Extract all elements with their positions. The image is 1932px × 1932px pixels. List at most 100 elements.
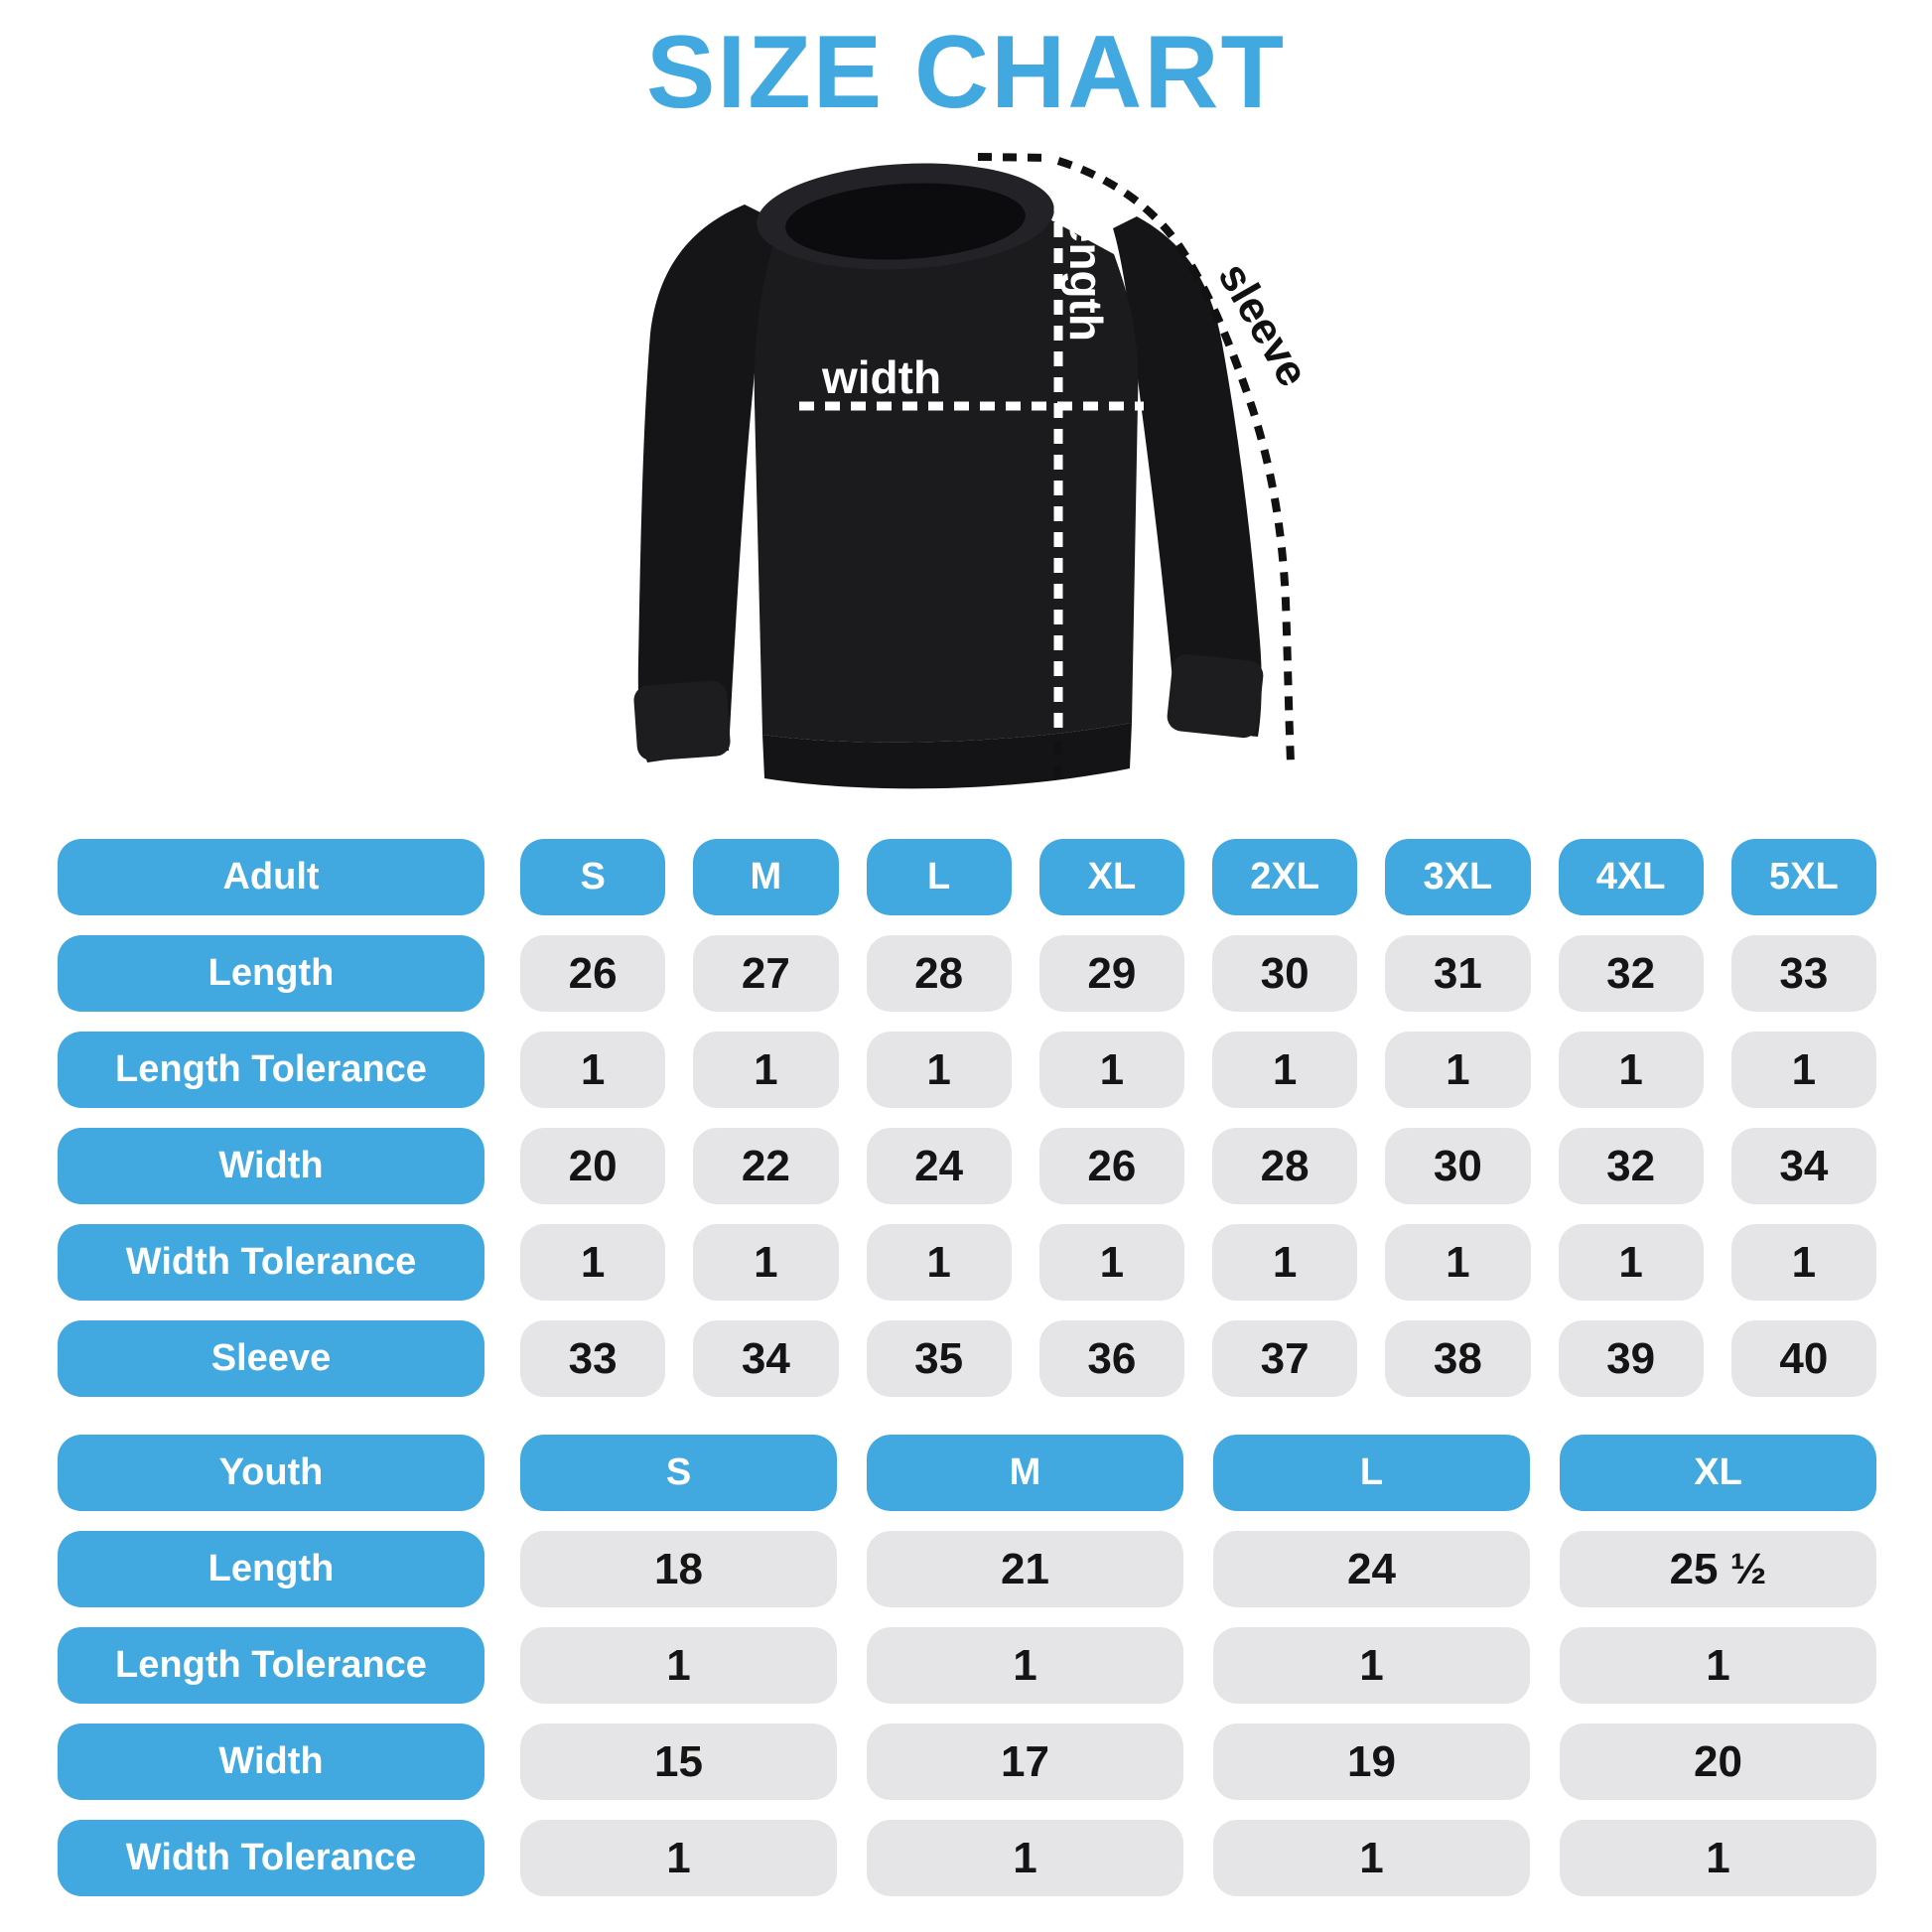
value-cell: 39	[1558, 1320, 1704, 1397]
size-header-l: L	[866, 839, 1012, 915]
value-cell: 1	[866, 1032, 1012, 1108]
sweatshirt-body	[754, 174, 1139, 743]
adult-size-table: Adult S M L XL 2XL 3XL 4XL 5XL Length 26 27 28 29 30 31…	[58, 839, 1876, 1417]
value-cell: 1	[1212, 1032, 1358, 1108]
value-cell: 30	[1212, 935, 1358, 1012]
sweatshirt-right-sleeve	[1113, 216, 1262, 737]
value-cell: 1	[1730, 1224, 1876, 1301]
value-cells: 20 22 24 26 28 30 32 34	[520, 1128, 1876, 1204]
value-cell: 38	[1385, 1320, 1531, 1397]
value-cell: 1	[1560, 1627, 1876, 1704]
sweatshirt-hem	[762, 723, 1132, 789]
size-header-cells: S M L XL	[520, 1435, 1876, 1511]
value-cells: 26 27 28 29 30 31 32 33	[520, 935, 1876, 1012]
table-row: Length 18 21 24 25 ½	[58, 1531, 1876, 1607]
value-cell: 33	[1730, 935, 1876, 1012]
value-cell: 1	[693, 1032, 839, 1108]
size-header-cells: S M L XL 2XL 3XL 4XL 5XL	[520, 839, 1876, 915]
value-cell: 21	[867, 1531, 1183, 1607]
value-cell: 26	[1038, 1128, 1184, 1204]
value-cell: 30	[1385, 1128, 1531, 1204]
table-row: Width 20 22 24 26 28 30 32 34	[58, 1128, 1876, 1204]
value-cell: 1	[1038, 1224, 1184, 1301]
row-label-sleeve: Sleeve	[58, 1320, 484, 1397]
value-cell: 26	[520, 935, 666, 1012]
length-label: length	[1060, 205, 1112, 342]
size-header-l: L	[1213, 1435, 1530, 1511]
size-header-5xl: 5XL	[1730, 839, 1876, 915]
value-cell: 1	[1730, 1032, 1876, 1108]
value-cell: 19	[1213, 1724, 1530, 1800]
sweatshirt-collar-inner	[785, 183, 1026, 260]
value-cell: 29	[1038, 935, 1184, 1012]
value-cell: 34	[1730, 1128, 1876, 1204]
row-label-length: Length	[58, 1531, 484, 1607]
row-label-width-tolerance: Width Tolerance	[58, 1820, 484, 1896]
table-header-row: Youth S M L XL	[58, 1435, 1876, 1511]
value-cell: 17	[867, 1724, 1183, 1800]
size-header-xl: XL	[1560, 1435, 1876, 1511]
value-cell: 20	[1560, 1724, 1876, 1800]
size-header-xl: XL	[1038, 839, 1184, 915]
value-cell: 32	[1558, 935, 1704, 1012]
page-title: SIZE CHART	[646, 15, 1286, 130]
size-header-s: S	[520, 1435, 837, 1511]
row-label-width: Width	[58, 1724, 484, 1800]
row-label-length-tolerance: Length Tolerance	[58, 1032, 484, 1108]
size-header-4xl: 4XL	[1558, 839, 1704, 915]
value-cell: 1	[520, 1627, 837, 1704]
value-cells: 15 17 19 20	[520, 1724, 1876, 1800]
table-row: Width Tolerance 1 1 1 1	[58, 1820, 1876, 1896]
value-cell: 15	[520, 1724, 837, 1800]
value-cell: 22	[693, 1128, 839, 1204]
value-cell: 1	[866, 1224, 1012, 1301]
table-row: Sleeve 33 34 35 36 37 38 39 40	[58, 1320, 1876, 1397]
value-cell: 27	[693, 935, 839, 1012]
value-cell: 24	[1213, 1531, 1530, 1607]
value-cell: 1	[1385, 1224, 1531, 1301]
table-row: Length Tolerance 1 1 1 1 1 1 1 1	[58, 1032, 1876, 1108]
value-cells: 33 34 35 36 37 38 39 40	[520, 1320, 1876, 1397]
value-cell: 1	[520, 1224, 666, 1301]
value-cell: 20	[520, 1128, 666, 1204]
value-cell: 33	[520, 1320, 666, 1397]
sweatshirt-measurement-diagram: width length sleeve	[596, 105, 1320, 824]
value-cell: 24	[866, 1128, 1012, 1204]
table-name-youth: Youth	[58, 1435, 484, 1511]
size-header-2xl: 2XL	[1212, 839, 1358, 915]
size-header-m: M	[693, 839, 839, 915]
table-header-row: Adult S M L XL 2XL 3XL 4XL 5XL	[58, 839, 1876, 915]
sweatshirt-illustration: width length sleeve	[633, 153, 1317, 789]
sweatshirt-left-cuff	[633, 680, 731, 761]
value-cell: 31	[1385, 935, 1531, 1012]
value-cell: 1	[1560, 1820, 1876, 1896]
value-cell: 1	[693, 1224, 839, 1301]
value-cells: 18 21 24 25 ½	[520, 1531, 1876, 1607]
value-cell: 25 ½	[1560, 1531, 1876, 1607]
value-cell: 34	[693, 1320, 839, 1397]
size-header-s: S	[520, 839, 666, 915]
value-cell: 1	[1212, 1224, 1358, 1301]
table-row: Length 26 27 28 29 30 31 32 33	[58, 935, 1876, 1012]
value-cell: 1	[1213, 1820, 1530, 1896]
value-cell: 1	[1558, 1224, 1704, 1301]
youth-size-table: Youth S M L XL Length 18 21 24 25 ½ Length Toleran…	[58, 1435, 1876, 1916]
value-cell: 18	[520, 1531, 837, 1607]
sleeve-guide-line	[1056, 157, 1295, 763]
value-cell: 1	[867, 1627, 1183, 1704]
row-label-width: Width	[58, 1128, 484, 1204]
value-cell: 32	[1558, 1128, 1704, 1204]
size-header-3xl: 3XL	[1385, 839, 1531, 915]
value-cell: 1	[867, 1820, 1183, 1896]
table-row: Width Tolerance 1 1 1 1 1 1 1 1	[58, 1224, 1876, 1301]
shoulder-guide-line	[977, 153, 1053, 162]
row-label-length: Length	[58, 935, 484, 1012]
value-cell: 1	[1558, 1032, 1704, 1108]
sweatshirt-right-cuff	[1167, 653, 1264, 739]
width-label: width	[821, 351, 941, 403]
table-name-adult: Adult	[58, 839, 484, 915]
value-cell: 1	[1038, 1032, 1184, 1108]
